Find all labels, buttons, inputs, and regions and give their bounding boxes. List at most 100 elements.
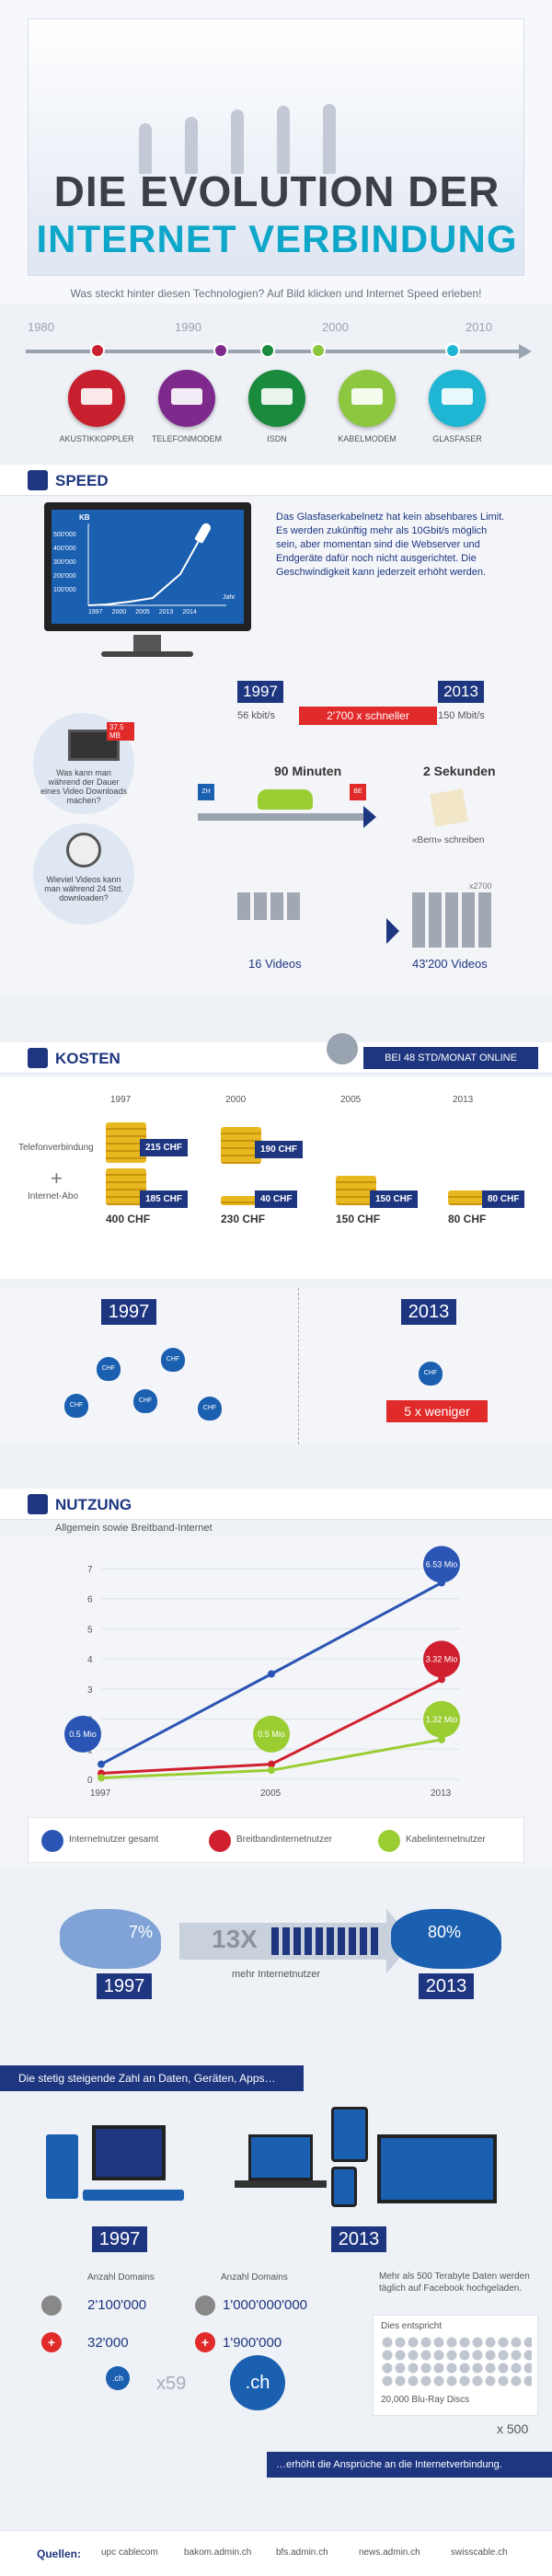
legend-broadband: Breitbandinternetnutzer [236,1834,332,1845]
cost-abo: 185 CHF [140,1190,189,1208]
source-link[interactable]: news.admin.ch [359,2547,420,2558]
silhouette-figure [323,104,336,174]
multiplier: x2700 [469,881,492,891]
costs-banner: BEI 48 STD/MONAT ONLINE [363,1047,538,1069]
pct-from: 7% [129,1923,154,1941]
data-point [438,1675,445,1684]
zurich-flag-icon: ZH [198,784,214,800]
disc-grid-icon [381,2336,532,2387]
y-tick-label: 5 [87,1625,93,1635]
silhouette-figure [185,117,198,174]
phone-modem-button[interactable] [158,370,215,427]
timeline-dot [213,343,228,358]
download-question-circle: 37.5 MB Was kann man während der Dauer e… [33,713,134,814]
coin-stack [336,1176,376,1205]
costs-title: KOSTEN [55,1050,121,1067]
fiber-button[interactable] [429,370,486,427]
data-label-bubble [423,1546,460,1583]
timeline-year: 2000 [322,320,349,334]
timeline-dot [445,343,460,358]
year-1997: 1997 [237,681,283,703]
isdn-button[interactable] [248,370,305,427]
money-bag-icon: CHF [198,1397,222,1420]
videos-question-circle: Wieviel Videos kann man während 24 Std. … [33,823,134,925]
videos-from: 16 Videos [248,957,302,971]
speed-to: 150 Mbit/s [438,710,485,721]
cost-phone: 190 CHF [255,1141,304,1158]
ch-from: 32'000 [87,2335,129,2351]
bern-flag-icon: BE [350,784,366,800]
swiss-cross-icon: + [41,2332,62,2352]
acoustic-coupler-button[interactable] [68,370,125,427]
year-2013: 2013 [438,681,484,703]
less-badge: 5 x weniger [386,1400,488,1422]
cable-modem-button[interactable] [339,370,396,427]
data-point [438,1735,445,1743]
cost-phone: 215 CHF [140,1139,189,1156]
timeline-dot [90,343,105,358]
y-tick-label: 6 [87,1595,93,1605]
keyboard-icon [83,2190,184,2201]
source-link[interactable]: bfs.admin.ch [276,2547,328,2558]
users-year-from: 1997 [97,1973,152,1999]
hero-image[interactable]: DIE EVOLUTION DER INTERNET VERBINDUNG [28,18,524,276]
source-link[interactable]: upc cablecom [101,2547,158,2558]
coin-stack [448,1190,489,1205]
row-label-phone: Telefonverbindung [18,1143,94,1153]
com-to: 1'000'000'000 [223,2297,308,2313]
videos-to: 43'200 Videos [412,957,488,971]
data-label-bubble [423,1640,460,1678]
data-year-to: 2013 [331,2226,386,2252]
speed-from: 56 kbit/s [237,710,275,721]
com-from: 2'100'000 [87,2297,147,2313]
monitor-base [101,651,193,657]
silhouette-figure [139,123,152,174]
cost-year: 2005 [340,1095,362,1105]
ch-big-icon: .ch [230,2355,285,2410]
y-tick-label: 3 [87,1685,93,1696]
cable-icon [378,1830,400,1852]
timeline-dot [311,343,326,358]
more-users: mehr Internetnutzer [232,1969,320,1980]
tech-label: AKUSTIKKOPPLER [59,434,134,443]
money-bag-icon: CHF [161,1348,185,1372]
source-link[interactable]: swisscable.ch [451,2547,508,2558]
faster-badge: 2'700 x schneller [299,707,437,725]
compare-year-from: 1997 [101,1299,156,1325]
globe-icon [195,2295,215,2316]
cost-total: 80 CHF [448,1213,487,1225]
timeline-dot [260,343,275,358]
arrow-right-icon [363,806,376,828]
usage-subtitle: Allgemein sowie Breitband-Internet [55,1523,213,1534]
y-tick-label: 7 [87,1565,93,1575]
data-label-bubble [64,1715,101,1753]
tech-label: KABELMODEM [338,434,397,443]
laptop-icon [248,2134,313,2180]
ch-small-icon: .ch [106,2366,130,2390]
data-year-from: 1997 [92,2226,147,2252]
usage-title: NUTZUNG [55,1496,132,1513]
divider [298,1288,299,1444]
header: DIE EVOLUTION DER INTERNET VERBINDUNG Wa… [0,0,552,443]
x-tick-label: 2013 [431,1788,452,1799]
data-label: 0.5 Mio [258,1730,285,1739]
stopwatch-icon [327,1033,358,1064]
source-link[interactable]: bakom.admin.ch [184,2547,252,2558]
chart-x-label: Jahr [223,594,236,601]
cost-year: 2000 [225,1095,247,1105]
money-bag-icon: CHF [133,1389,157,1413]
tech-label: ISDN [267,434,287,443]
footer-note: …erhöht die Ansprüche an die Internetver… [267,2452,552,2478]
chart-x-ticks: 1997 2000 2005 2013 2014 [88,609,197,615]
cost-total: 150 CHF [336,1213,381,1225]
data-point [268,1670,275,1678]
equals-label: Dies entspricht [381,2321,443,2331]
data-point [268,1766,275,1775]
costs-compare: 1997 2013 CHF CHF CHF CHF CHF CHF 5 x we… [0,1288,552,1444]
timeline-arrow-icon [519,344,532,359]
cost-abo: 150 CHF [370,1190,419,1208]
chart-y-label: KB [79,513,90,522]
money-bag-icon: CHF [64,1394,88,1418]
chart-y-ticks: 500'000 400'000 300'000 200'000 100'000 [53,532,76,593]
